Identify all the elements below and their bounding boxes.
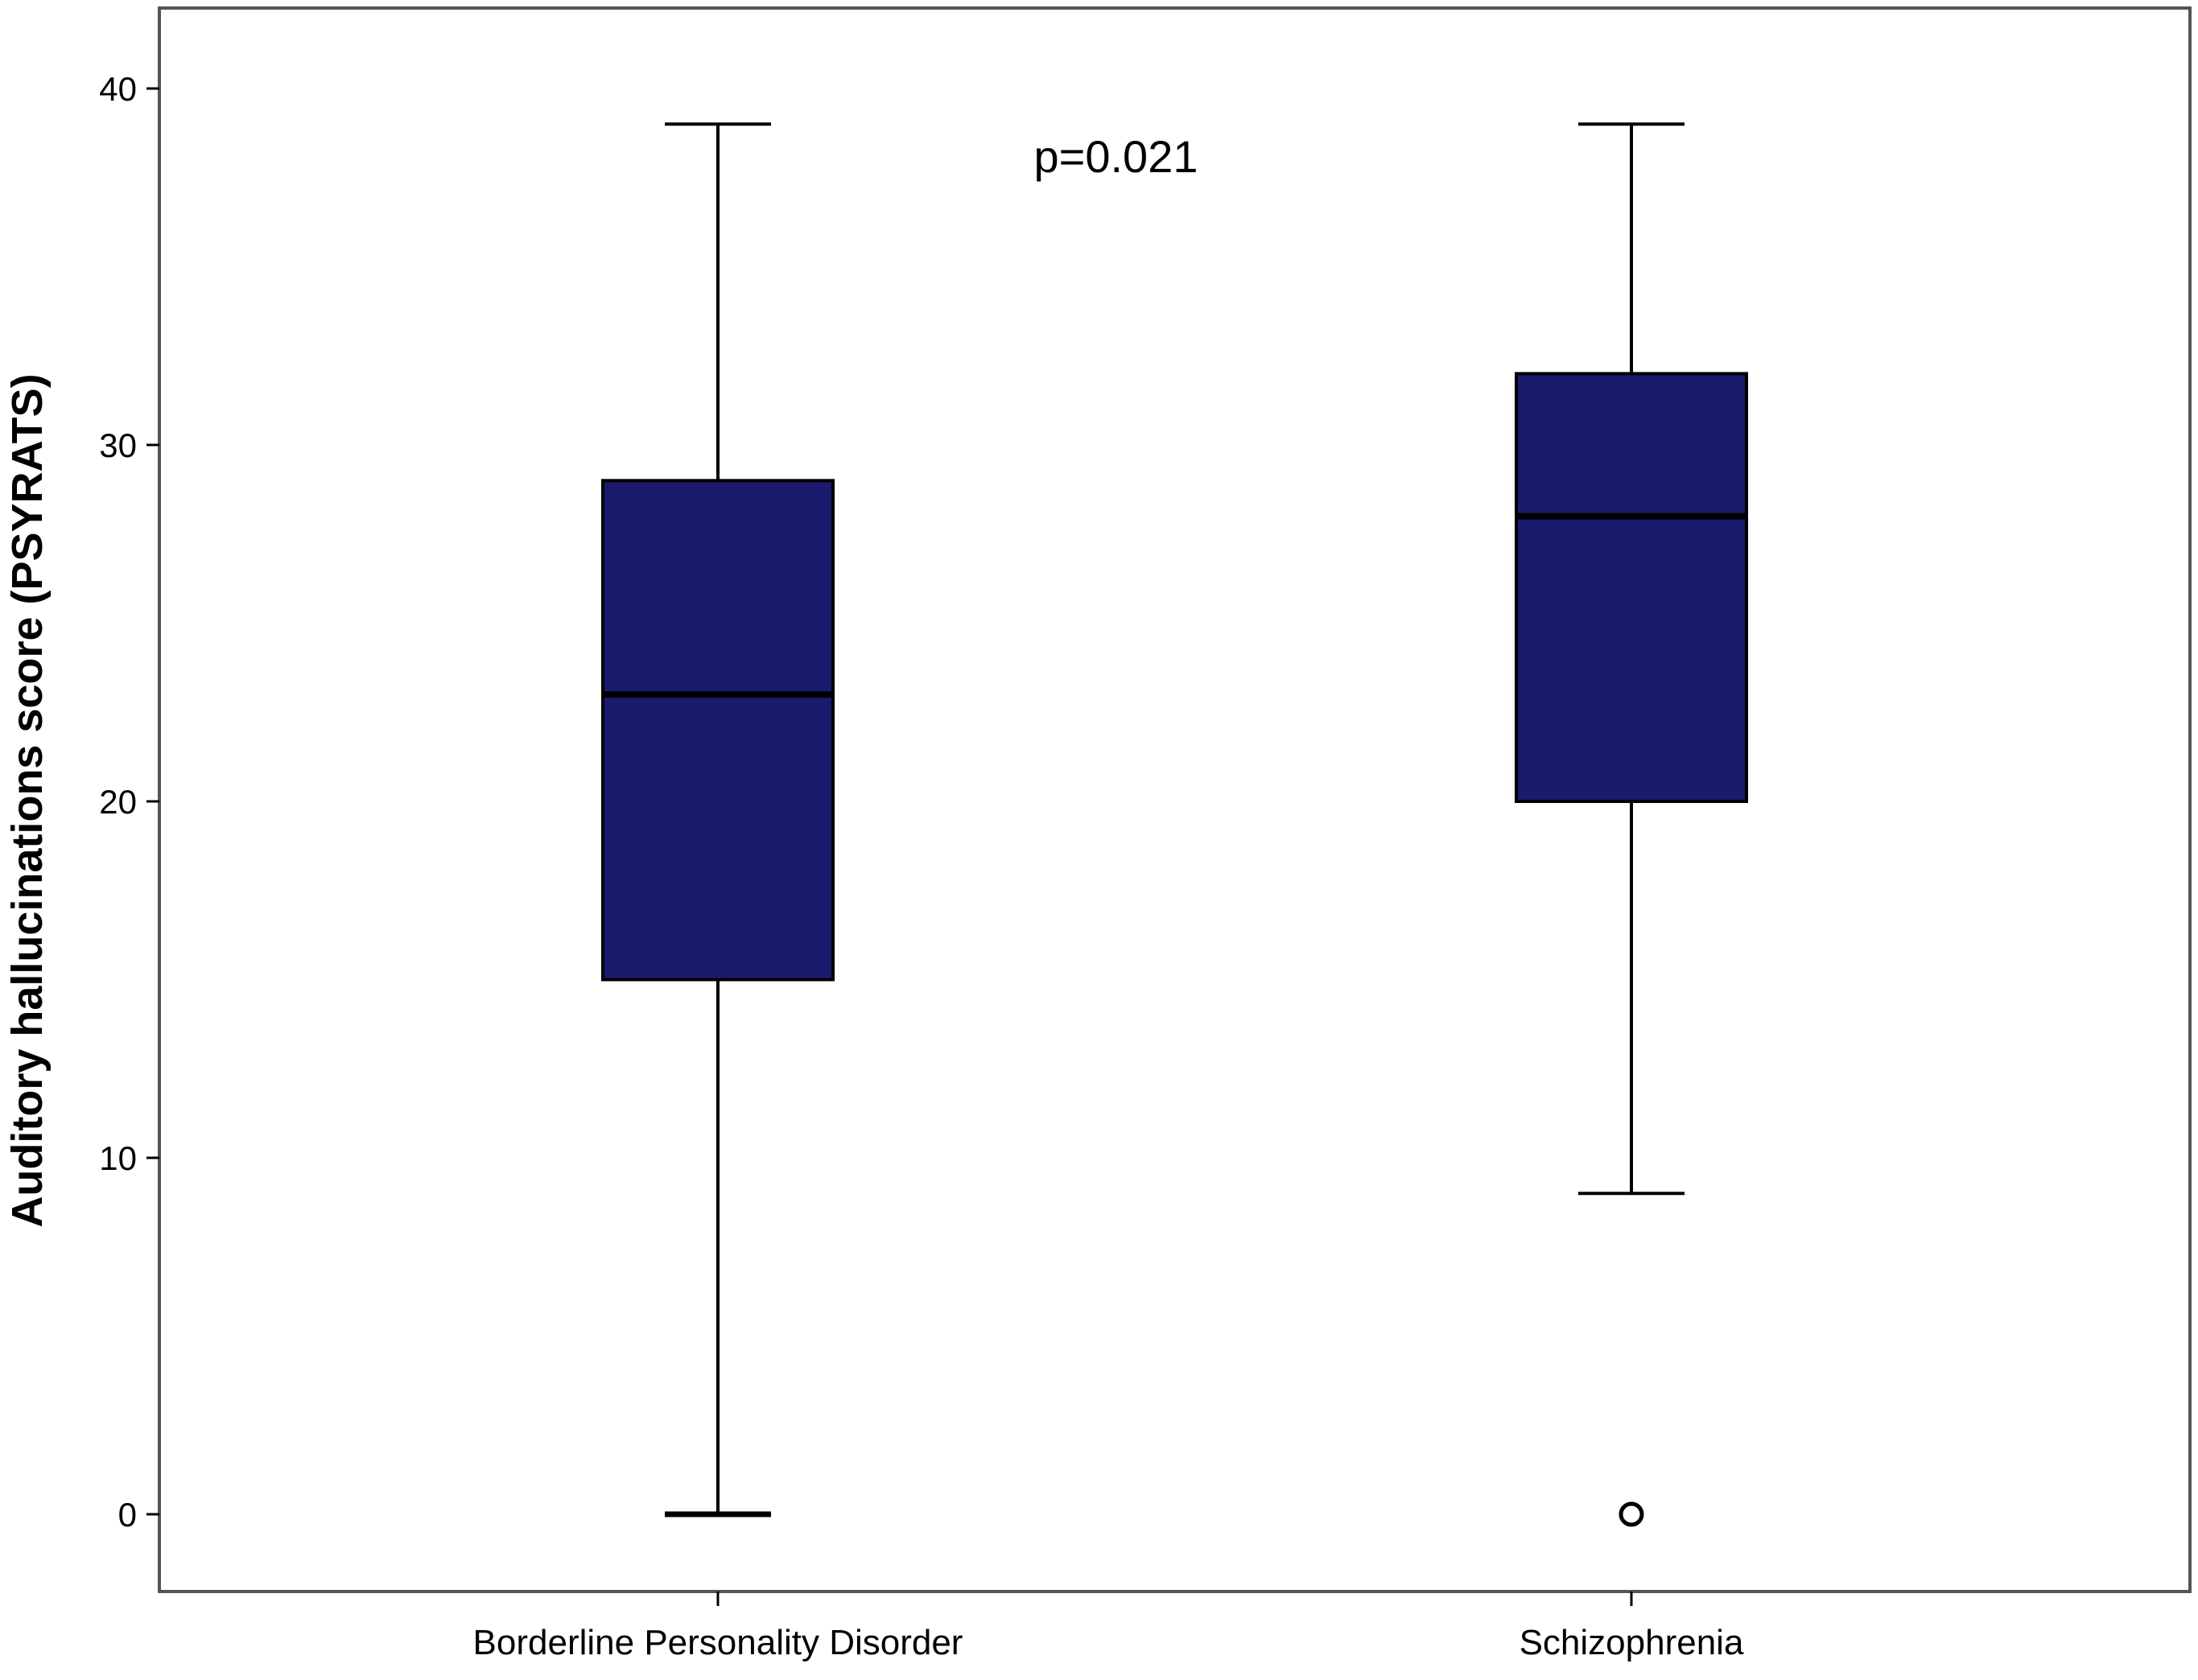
y-tick-label: 40 bbox=[99, 70, 137, 108]
y-tick-label: 0 bbox=[118, 1496, 137, 1534]
y-axis-label: Auditory hallucinations score (PSYRATS) bbox=[3, 373, 52, 1227]
iqr-box bbox=[1515, 372, 1748, 803]
y-tick-label: 10 bbox=[99, 1139, 137, 1177]
y-tick-label: 30 bbox=[99, 426, 137, 464]
y-tick-label: 20 bbox=[99, 783, 137, 821]
outlier-point bbox=[1619, 1501, 1644, 1527]
plot-frame bbox=[158, 6, 2192, 1593]
plot-area: 0 10 20 30 40 Borderline Personality Disorder… bbox=[99, 6, 2192, 1662]
x-tick-label: Schizophrenia bbox=[1520, 1623, 1744, 1662]
p-value-annotation: p=0.021 bbox=[1034, 131, 1198, 182]
x-tick-label: Borderline Personality Disorder bbox=[473, 1623, 963, 1662]
iqr-box bbox=[601, 479, 835, 982]
